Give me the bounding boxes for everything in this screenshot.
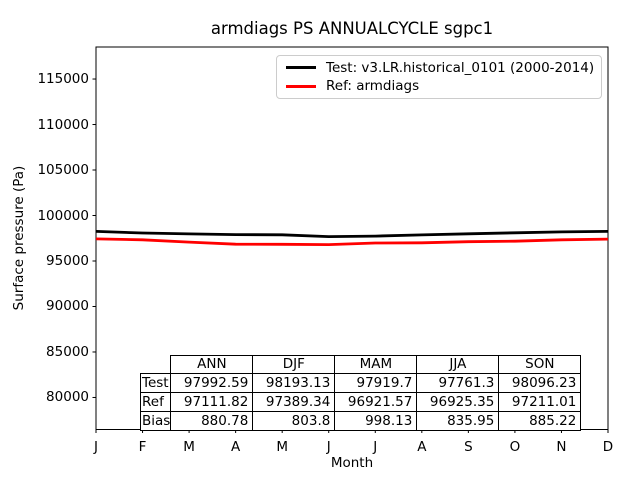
x-axis-label: Month (330, 455, 374, 471)
x-tick-label: J (326, 439, 331, 455)
legend: Test: v3.LR.historical_0101 (2000-2014) R… (276, 55, 602, 99)
table-row: Test 97992.59 98193.13 97919.7 97761.3 98096.… (139, 373, 582, 393)
stats-table: ANN DJF MAM JJA SON Test 97992.59 98193.13 97919… (139, 355, 582, 431)
chart-title: armdiags PS ANNUALCYCLE sgpc1 (210, 19, 494, 38)
table-header-row: ANN DJF MAM JJA SON (141, 355, 582, 374)
x-tick-label: F (138, 439, 147, 455)
x-tick-label: J (94, 439, 98, 455)
y-tick-label: 105000 (37, 162, 89, 178)
table-row-label: Bias (139, 411, 172, 431)
legend-entry: Test: v3.LR.historical_0101 (2000-2014) (286, 59, 595, 77)
table-cell: 885.22 (498, 411, 582, 431)
y-tick-label: 90000 (46, 298, 89, 315)
series-line-test (95, 230, 609, 239)
table-cell: 96925.35 (416, 392, 500, 412)
legend-entry: Ref: armdiags (286, 77, 593, 95)
table-cell: 97761.3 (416, 373, 500, 393)
legend-line-sample (286, 84, 316, 88)
table-cell: 803.8 (252, 411, 336, 431)
table-row-label: Test (139, 373, 172, 393)
table-cell: 97111.82 (170, 392, 254, 412)
table-column-header: JJA (416, 355, 500, 374)
series-line-ref (95, 237, 609, 247)
table-cell: 97389.34 (252, 392, 336, 412)
x-tick-label: N (556, 439, 567, 455)
table-column-header: DJF (252, 355, 336, 374)
x-tick-label: S (464, 439, 473, 455)
legend-line-sample (286, 66, 316, 70)
table-corner-blank (141, 356, 171, 374)
legend-label: Test: v3.LR.historical_0101 (2000-2014) (326, 59, 595, 76)
table-cell: 880.78 (170, 411, 254, 431)
y-tick-label: 95000 (46, 252, 89, 269)
table-row-label: Ref (139, 392, 172, 412)
table-cell: 98193.13 (252, 373, 336, 393)
y-tick-label: 85000 (46, 343, 89, 360)
table-cell: 97992.59 (170, 373, 254, 393)
table-column-header: MAM (334, 355, 418, 374)
legend-label: Ref: armdiags (326, 78, 420, 95)
x-tick-label: J (373, 439, 378, 455)
x-tick-label: A (231, 439, 241, 455)
x-tick-label: M (276, 439, 288, 455)
table-cell: 835.95 (416, 411, 500, 431)
table-row: Ref 97111.82 97389.34 96921.57 96925.35 97211… (139, 392, 582, 412)
y-tick-label: 80000 (46, 389, 89, 406)
y-tick-label: 115000 (37, 71, 89, 88)
x-tick-label: O (509, 439, 521, 455)
table-cell: 98096.23 (498, 373, 582, 393)
y-tick-label: 100000 (37, 207, 89, 224)
x-tick-label: D (602, 439, 614, 455)
table-cell: 96921.57 (334, 392, 418, 412)
x-tick-label: M (183, 439, 195, 455)
table-row: Bias 880.78 803.8 998.13 835.95 885.22 (139, 411, 582, 431)
table-column-header: SON (498, 355, 582, 374)
table-column-header: ANN (170, 355, 254, 374)
table-cell: 998.13 (334, 411, 418, 431)
table-cell: 97919.7 (334, 373, 418, 393)
x-tick-label: A (417, 439, 427, 455)
y-tick-label: 110000 (37, 116, 89, 133)
table-cell: 97211.01 (498, 392, 582, 412)
